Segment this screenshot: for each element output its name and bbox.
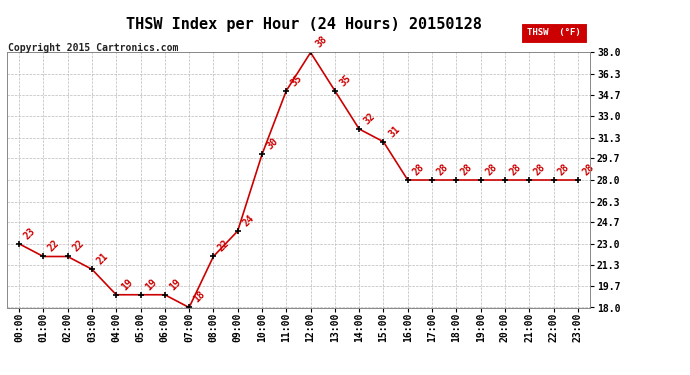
Text: 28: 28 <box>556 162 572 177</box>
Text: 28: 28 <box>459 162 475 177</box>
Text: 35: 35 <box>337 73 353 88</box>
Text: 21: 21 <box>95 251 110 267</box>
Text: Copyright 2015 Cartronics.com: Copyright 2015 Cartronics.com <box>8 43 179 53</box>
Text: 35: 35 <box>289 73 304 88</box>
Text: 28: 28 <box>435 162 450 177</box>
Text: 28: 28 <box>484 162 499 177</box>
Text: 19: 19 <box>168 277 183 292</box>
Text: 23: 23 <box>22 226 37 241</box>
Text: 22: 22 <box>46 238 61 254</box>
Text: 28: 28 <box>532 162 547 177</box>
Text: 28: 28 <box>580 162 596 177</box>
Text: 38: 38 <box>313 34 328 50</box>
Text: 28: 28 <box>508 162 523 177</box>
Text: 18: 18 <box>192 290 207 305</box>
Text: THSW Index per Hour (24 Hours) 20150128: THSW Index per Hour (24 Hours) 20150128 <box>126 17 482 32</box>
Text: 32: 32 <box>362 111 377 126</box>
Text: 22: 22 <box>70 238 86 254</box>
Text: 24: 24 <box>241 213 256 228</box>
Text: 31: 31 <box>386 124 402 139</box>
Text: 19: 19 <box>144 277 159 292</box>
Text: 28: 28 <box>411 162 426 177</box>
Text: 30: 30 <box>265 136 280 152</box>
Text: THSW  (°F): THSW (°F) <box>527 28 580 38</box>
Text: 19: 19 <box>119 277 135 292</box>
Text: 22: 22 <box>216 238 232 254</box>
